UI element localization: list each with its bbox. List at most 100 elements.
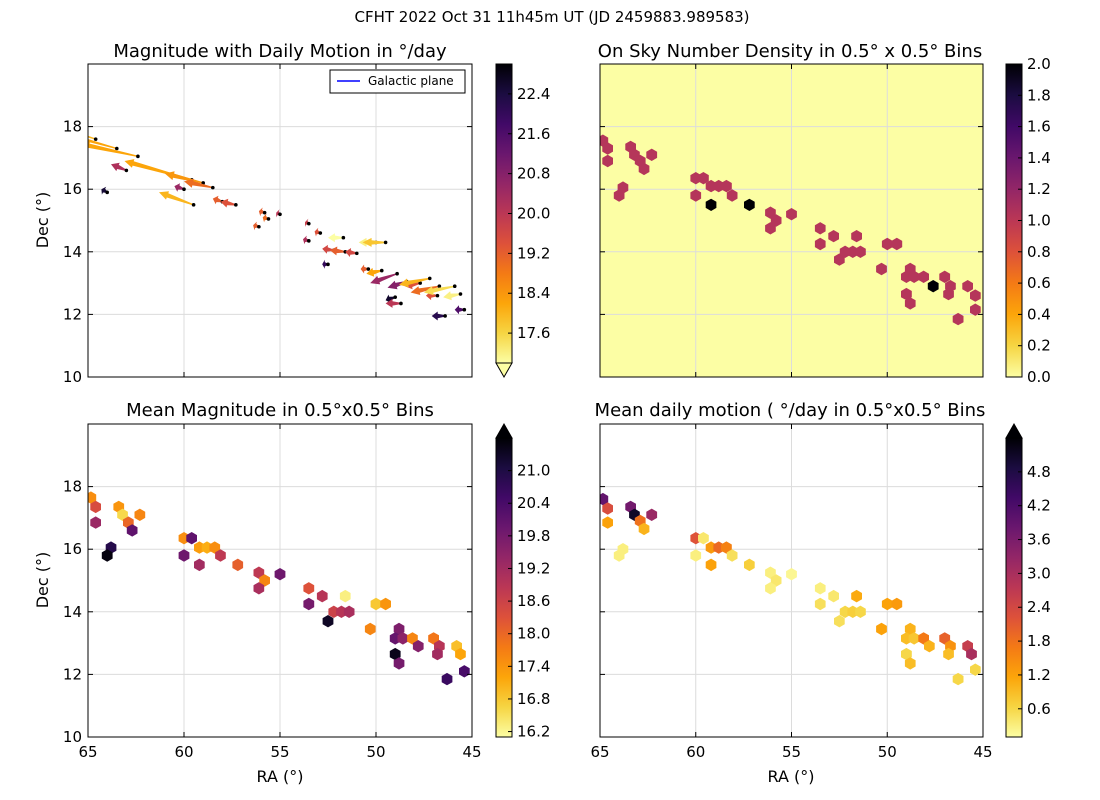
colorbar-tick-label: 22.4 xyxy=(517,85,550,103)
ylabel-magnitude-motion: Dec (°) xyxy=(33,192,52,249)
object-point xyxy=(124,168,129,173)
legend-label: Galactic plane xyxy=(368,74,454,88)
colorbar-tick-label: 0.4 xyxy=(1027,305,1051,323)
colorbar-tick-label: 16.2 xyxy=(517,723,550,741)
colorbar-tick-label: 0.0 xyxy=(1027,368,1051,386)
colorbar-tick-label: 3.6 xyxy=(1027,531,1051,549)
motion-hexbin xyxy=(904,622,916,636)
motion-hexbin xyxy=(613,549,625,562)
motion-arrow xyxy=(111,162,127,172)
title-number-density: On Sky Number Density in 0.5° x 0.5° Bin… xyxy=(598,41,982,62)
tick-label-x: 60 xyxy=(686,743,705,761)
colorbar-tick-label: 1.0 xyxy=(1027,212,1051,230)
magnitude-hexbin xyxy=(253,566,265,579)
density-hexbin xyxy=(744,198,755,211)
motion-hexbin xyxy=(952,672,964,686)
density-hexbin xyxy=(891,237,903,251)
legend-frame xyxy=(329,69,466,94)
motion-arrow xyxy=(362,237,386,247)
tick-label-y: 14 xyxy=(63,243,82,261)
object-point xyxy=(435,293,440,298)
motion-arrow xyxy=(88,138,117,150)
motion-hexbin xyxy=(646,508,658,521)
motion-hexbin xyxy=(966,647,977,661)
panel-number-density: On Sky Number Density in 0.5° x 0.5° Bin… xyxy=(598,41,1051,386)
motion-hexbin xyxy=(765,566,776,579)
colorbar-tick-label: 4.2 xyxy=(1027,497,1051,515)
magnitude-hexbin xyxy=(209,541,221,554)
magnitude-hexbin xyxy=(253,582,265,595)
tick-label-x: 50 xyxy=(878,743,897,761)
motion-arrow xyxy=(322,244,334,254)
object-point xyxy=(399,301,403,306)
motion-hexbin xyxy=(698,532,709,545)
motion-hexbin xyxy=(600,492,609,506)
colorbar-tick-label: 0.6 xyxy=(1027,274,1051,292)
magnitude-hexbin xyxy=(186,532,197,545)
magnitude-hexbin xyxy=(215,549,226,562)
colorbar-gradient xyxy=(495,437,513,738)
colorbar-tick-label: 0.8 xyxy=(1027,243,1051,261)
object-point xyxy=(136,154,140,159)
motion-hexbin xyxy=(901,647,912,661)
motion-arrow xyxy=(258,207,265,217)
magnitude-hexbin xyxy=(370,597,382,611)
object-point xyxy=(93,137,98,141)
density-hexbin xyxy=(770,214,782,227)
magnitude-hexbin xyxy=(126,524,138,537)
object-point xyxy=(278,212,282,217)
density-hexbin xyxy=(908,270,920,283)
motion-arrow xyxy=(370,273,398,285)
colorbar-tick-label: 19.2 xyxy=(517,559,550,577)
motion-arrow xyxy=(276,209,281,218)
magnitude-hexbin xyxy=(389,647,401,661)
colorbar-extend-max xyxy=(1005,422,1023,439)
marks-number-density xyxy=(600,134,981,326)
object-point xyxy=(458,292,463,296)
object-point xyxy=(366,267,371,271)
object-point xyxy=(257,224,261,229)
object-point xyxy=(418,281,422,285)
magnitude-hexbin xyxy=(393,622,405,636)
density-hexbin xyxy=(927,280,939,293)
object-point xyxy=(262,210,267,215)
magnitude-hexbin xyxy=(441,672,453,686)
object-point xyxy=(437,284,442,289)
density-hexbin xyxy=(617,181,629,194)
magnitude-hexbin xyxy=(178,549,190,562)
motion-hexbin xyxy=(770,574,782,587)
motion-arrow xyxy=(220,198,236,208)
colorbar-tick-label: 1.8 xyxy=(1027,632,1051,650)
motion-arrow xyxy=(385,294,396,304)
density-hexbin xyxy=(952,312,964,326)
ticks-magnitude-motion: 10 12 14 16 18 xyxy=(63,64,473,386)
motion-hexbin xyxy=(834,615,845,628)
magnitude-hexbin xyxy=(134,508,146,521)
tick-label-x: 55 xyxy=(782,743,801,761)
motion-arrow xyxy=(424,285,455,296)
colorbar-tick-label: 17.6 xyxy=(517,324,550,342)
title-magnitude-motion: Magnitude with Daily Motion in °/day xyxy=(113,41,447,62)
magnitude-hexbin xyxy=(322,615,334,628)
colorbar-gradient xyxy=(1005,437,1023,738)
motion-hexbin xyxy=(904,657,916,670)
magnitude-hexbin xyxy=(194,558,205,572)
motion-hexbin xyxy=(721,541,732,554)
motion-arrow xyxy=(322,259,328,269)
motion-hexbin xyxy=(876,622,887,636)
colorbar-tick-label: 20.8 xyxy=(517,165,550,183)
motion-hexbin xyxy=(970,663,981,676)
figure-suptitle: CFHT 2022 Oct 31 11h45m UT (JD 2459883.9… xyxy=(354,8,749,26)
motion-arrow xyxy=(262,213,269,223)
colorbar-magnitude-motion: 22.4 21.6 20.8 20.0 19.2 18.4 17.6 xyxy=(495,63,550,379)
motion-arrow xyxy=(314,227,321,237)
motion-hexbin xyxy=(726,549,738,562)
motion-hexbin xyxy=(814,582,826,595)
magnitude-hexbin xyxy=(364,622,376,636)
colorbar-tick-label: 18.0 xyxy=(517,625,550,643)
density-hexbin xyxy=(943,287,954,301)
ticks-mean-motion: 65 60 55 50 45 xyxy=(590,424,993,761)
motion-hexbin xyxy=(855,605,866,618)
colorbar-tick-label: 2.4 xyxy=(1027,598,1051,616)
colorbar-tick-label: 1.2 xyxy=(1027,180,1051,198)
